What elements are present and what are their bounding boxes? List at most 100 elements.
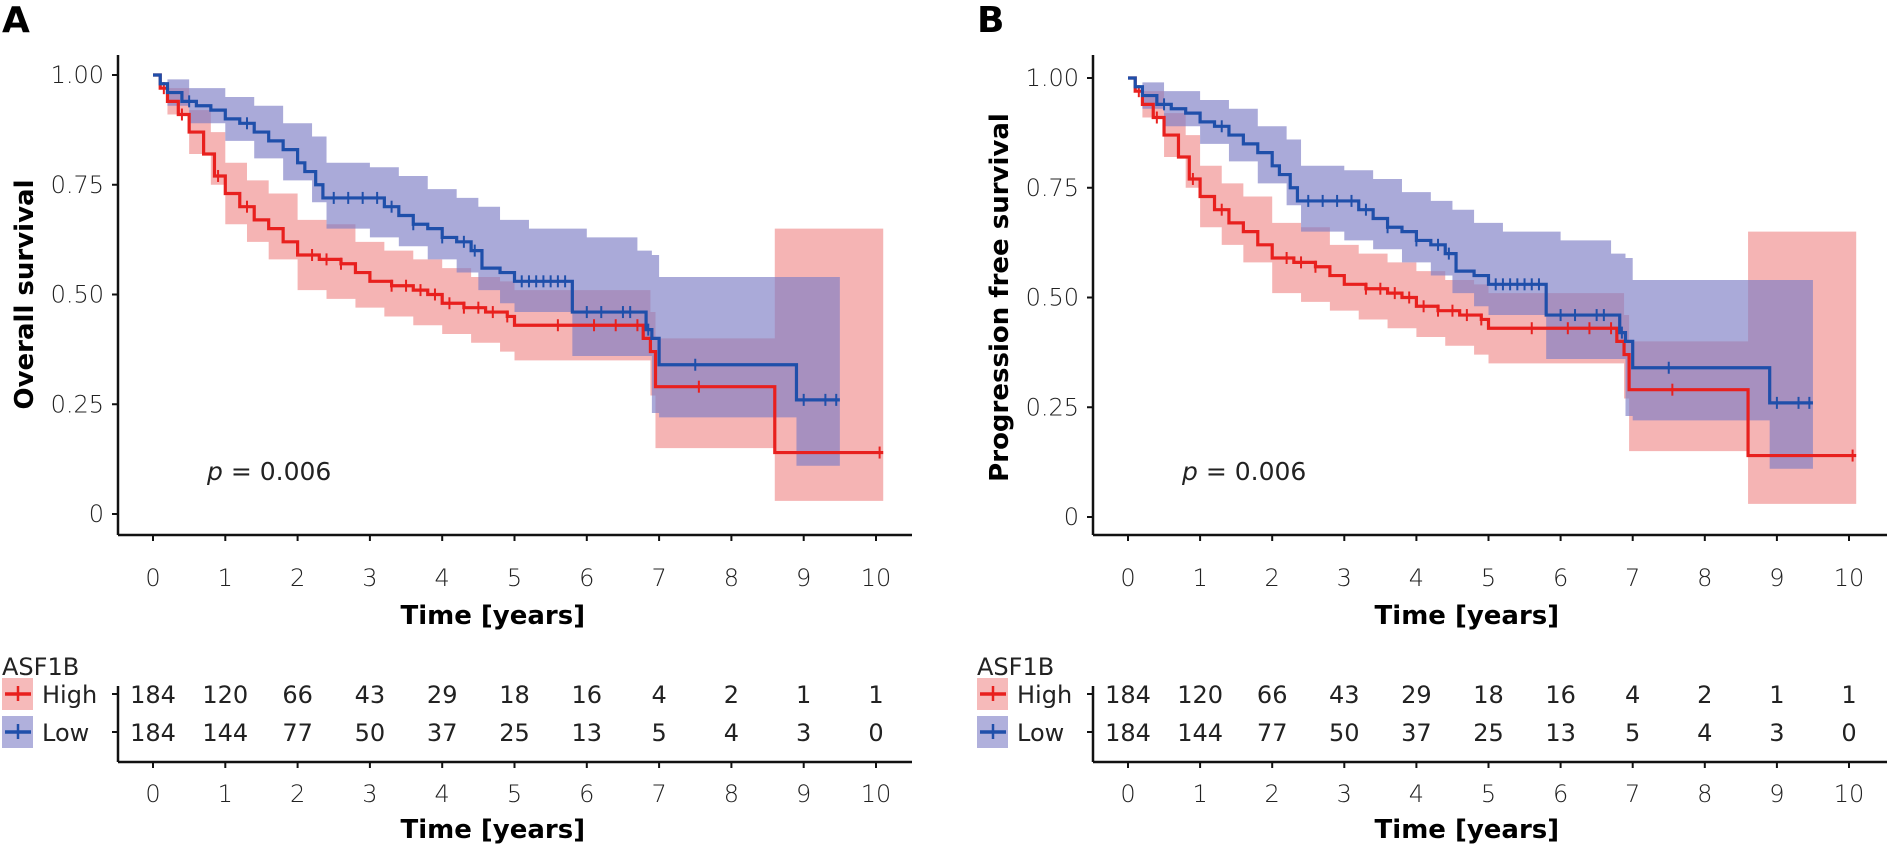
x-tick-label: 10 <box>1834 564 1865 592</box>
risk-count: 144 <box>202 719 248 747</box>
legend-label-low: Low <box>42 719 89 747</box>
survival-curve-high <box>153 73 884 455</box>
risk-x-tick-label: 8 <box>724 780 739 808</box>
risk-count: 18 <box>1473 681 1504 709</box>
risk-count: 13 <box>1545 719 1576 747</box>
x-tick-label: 7 <box>651 564 666 592</box>
risk-count: 1 <box>1769 681 1784 709</box>
risk-count: 184 <box>1105 681 1151 709</box>
legend-title: ASF1B <box>2 653 79 681</box>
p-value-annotation: p = 0.006 <box>1181 457 1306 486</box>
risk-count: 37 <box>1401 719 1432 747</box>
x-tick-label: 6 <box>1553 564 1568 592</box>
y-tick-label: 0.25 <box>1026 393 1079 421</box>
x-axis-title: Time [years] <box>400 601 585 631</box>
risk-x-tick-label: 10 <box>1834 780 1865 808</box>
y-tick-label: 0.75 <box>51 171 104 199</box>
risk-count: 77 <box>282 719 313 747</box>
risk-count: 16 <box>1545 681 1576 709</box>
risk-count: 3 <box>796 719 811 747</box>
risk-x-tick-label: 0 <box>1120 780 1135 808</box>
risk-x-tick-label: 6 <box>1553 780 1568 808</box>
risk-x-tick-label: 5 <box>1481 780 1496 808</box>
risk-count: 5 <box>651 719 666 747</box>
x-tick-label: 2 <box>1265 564 1280 592</box>
legend-label-low: Low <box>1017 719 1064 747</box>
risk-x-tick-label: 2 <box>1265 780 1280 808</box>
risk-x-tick-label: 2 <box>290 780 305 808</box>
risk-x-tick-label: 4 <box>435 780 450 808</box>
y-tick-label: 0.50 <box>1026 284 1079 312</box>
panel-letter: A <box>2 0 30 41</box>
y-tick-label: 0 <box>89 500 104 528</box>
risk-count: 37 <box>427 719 458 747</box>
survival-curve-low <box>1128 76 1813 405</box>
y-tick-label: 0.75 <box>1026 174 1079 202</box>
x-tick-label: 6 <box>579 564 594 592</box>
risk-count: 1 <box>796 681 811 709</box>
risk-x-tick-label: 3 <box>362 780 377 808</box>
risk-count: 18 <box>499 681 530 709</box>
risk-x-axis-title: Time [years] <box>1375 815 1560 845</box>
risk-count: 25 <box>499 719 530 747</box>
x-tick-label: 7 <box>1625 564 1640 592</box>
x-tick-label: 9 <box>796 564 811 592</box>
risk-count: 120 <box>202 681 248 709</box>
legend-label-high: High <box>1017 681 1072 709</box>
risk-count: 25 <box>1473 719 1504 747</box>
risk-count: 184 <box>130 719 176 747</box>
p-symbol: p <box>206 457 223 486</box>
risk-x-tick-label: 1 <box>1192 780 1207 808</box>
risk-x-tick-label: 8 <box>1697 780 1712 808</box>
x-tick-label: 10 <box>861 564 892 592</box>
x-tick-label: 2 <box>290 564 305 592</box>
risk-x-tick-label: 7 <box>651 780 666 808</box>
risk-count: 50 <box>1329 719 1360 747</box>
risk-count: 184 <box>130 681 176 709</box>
p-symbol: p <box>1181 457 1198 486</box>
x-axis-title: Time [years] <box>1375 601 1560 631</box>
y-tick-label: 1.00 <box>51 61 104 89</box>
risk-count: 4 <box>1625 681 1640 709</box>
x-tick-label: 8 <box>1697 564 1712 592</box>
y-tick-label: 1.00 <box>1026 64 1079 92</box>
risk-count: 184 <box>1105 719 1151 747</box>
risk-x-tick-label: 4 <box>1409 780 1424 808</box>
legend-label-high: High <box>42 681 97 709</box>
risk-count: 0 <box>868 719 883 747</box>
risk-count: 16 <box>572 681 603 709</box>
risk-x-tick-label: 10 <box>861 780 892 808</box>
risk-x-tick-label: 0 <box>145 780 160 808</box>
risk-count: 66 <box>282 681 313 709</box>
y-tick-label: 0.50 <box>51 281 104 309</box>
risk-count: 50 <box>355 719 386 747</box>
legend-title: ASF1B <box>977 653 1054 681</box>
x-tick-label: 0 <box>145 564 160 592</box>
risk-x-tick-label: 1 <box>218 780 233 808</box>
risk-count: 43 <box>1329 681 1360 709</box>
x-tick-label: 5 <box>1481 564 1496 592</box>
x-tick-label: 4 <box>1409 564 1424 592</box>
survival-curve-high <box>1128 76 1857 458</box>
risk-count: 144 <box>1177 719 1223 747</box>
risk-count: 1 <box>868 681 883 709</box>
risk-x-tick-label: 7 <box>1625 780 1640 808</box>
y-axis-title: Overall survival <box>10 179 40 409</box>
ci-band-low <box>153 75 840 466</box>
x-tick-label: 1 <box>1192 564 1207 592</box>
risk-count: 5 <box>1625 719 1640 747</box>
risk-count: 4 <box>724 719 739 747</box>
risk-count: 0 <box>1841 719 1856 747</box>
ci-band-low <box>1128 78 1813 469</box>
risk-count: 2 <box>724 681 739 709</box>
p-value-annotation: p = 0.006 <box>206 457 331 486</box>
risk-x-tick-label: 5 <box>507 780 522 808</box>
risk-count: 1 <box>1841 681 1856 709</box>
risk-count: 29 <box>1401 681 1432 709</box>
risk-count: 77 <box>1257 719 1288 747</box>
